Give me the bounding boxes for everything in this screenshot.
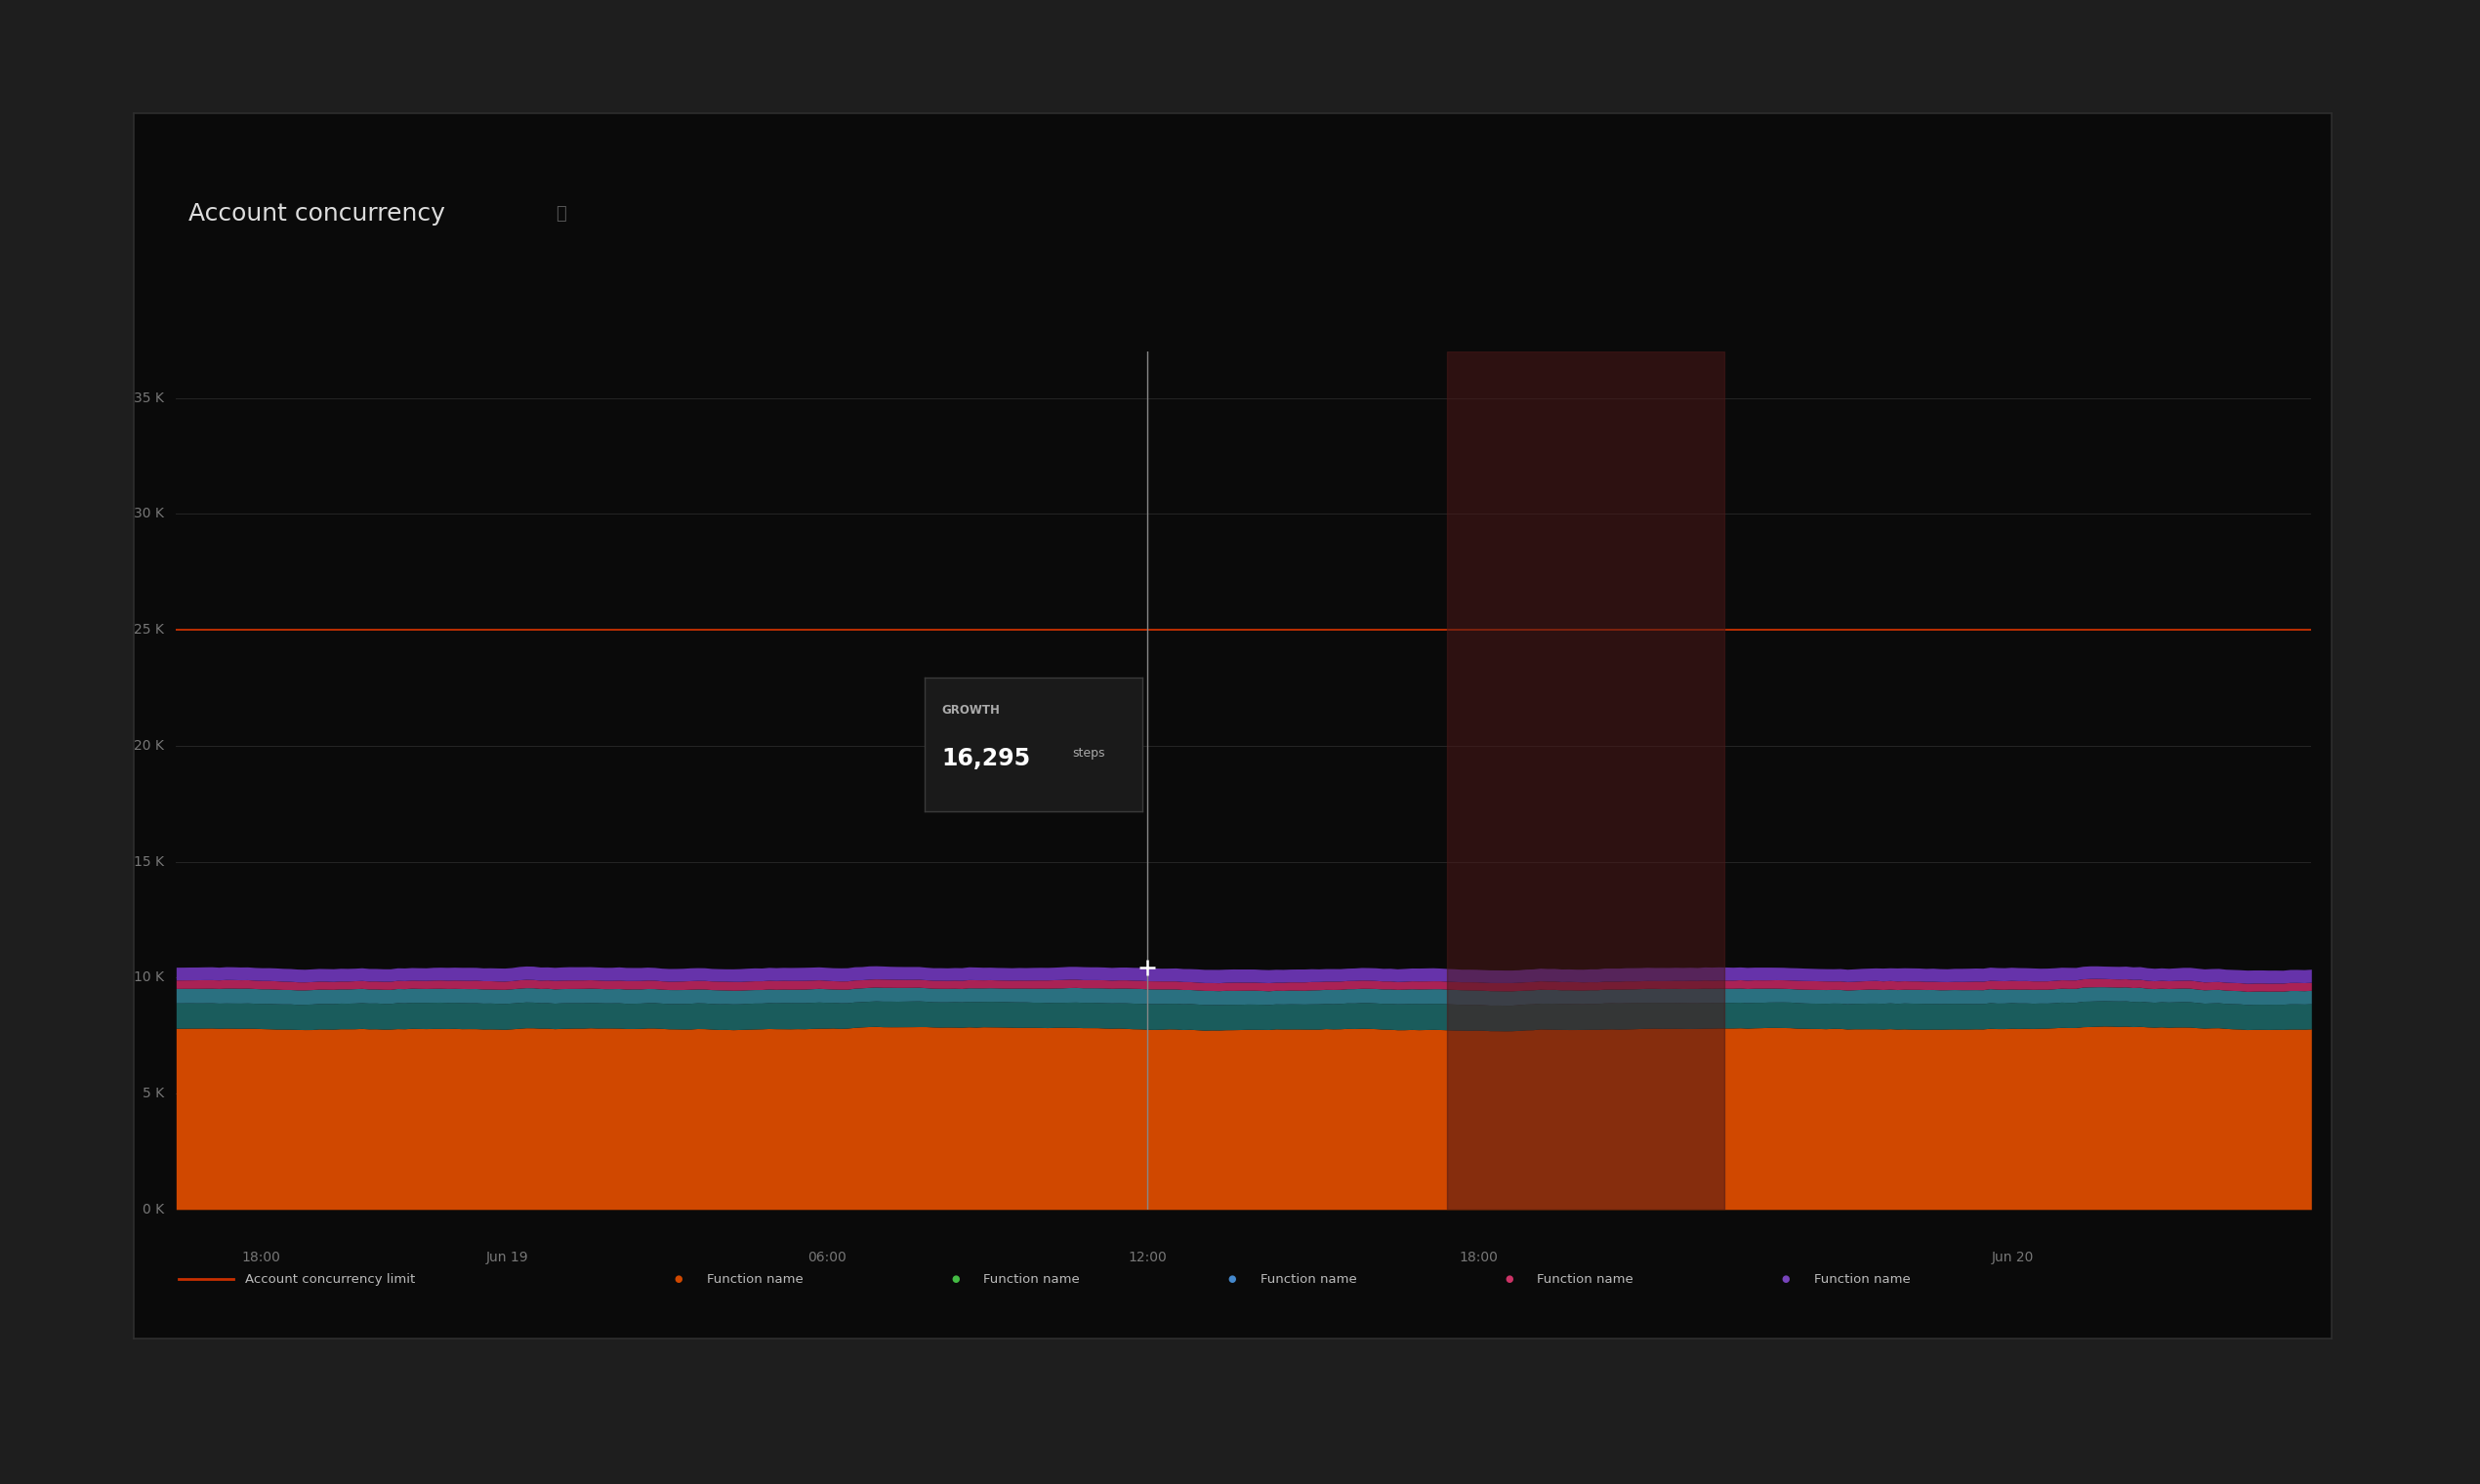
Text: 18:00: 18:00 [1458,1251,1498,1264]
Text: 35 K: 35 K [134,392,164,405]
Text: 5 K: 5 K [141,1086,164,1100]
Text: Function name: Function name [707,1273,804,1285]
Text: 18:00: 18:00 [243,1251,280,1264]
Text: ●: ● [1228,1275,1238,1284]
Text: 10 K: 10 K [134,971,164,984]
Text: Function name: Function name [1538,1273,1634,1285]
Text: 25 K: 25 K [134,623,164,637]
Text: Account concurrency limit: Account concurrency limit [246,1273,417,1285]
Text: 15 K: 15 K [134,855,164,868]
Text: ⓘ: ⓘ [556,205,565,223]
Bar [1446,352,1724,1209]
Text: 30 K: 30 K [134,508,164,521]
Text: 06:00: 06:00 [808,1251,846,1264]
Text: Function name: Function name [985,1273,1079,1285]
Text: 20 K: 20 K [134,739,164,752]
Text: ●: ● [952,1275,960,1284]
Text: 0 K: 0 K [141,1202,164,1217]
Text: ●: ● [1505,1275,1513,1284]
Text: Function name: Function name [1813,1273,1910,1285]
Text: 12:00: 12:00 [1128,1251,1168,1264]
Text: Jun 19: Jun 19 [486,1251,528,1264]
Text: ●: ● [675,1275,682,1284]
Text: steps: steps [1074,746,1106,760]
Text: ●: ● [1781,1275,1791,1284]
Text: Account concurrency: Account concurrency [188,202,444,226]
Text: Jun 20: Jun 20 [1991,1251,2034,1264]
Text: 16,295: 16,295 [942,746,1032,770]
Text: GROWTH: GROWTH [942,705,999,717]
Text: Function name: Function name [1260,1273,1357,1285]
